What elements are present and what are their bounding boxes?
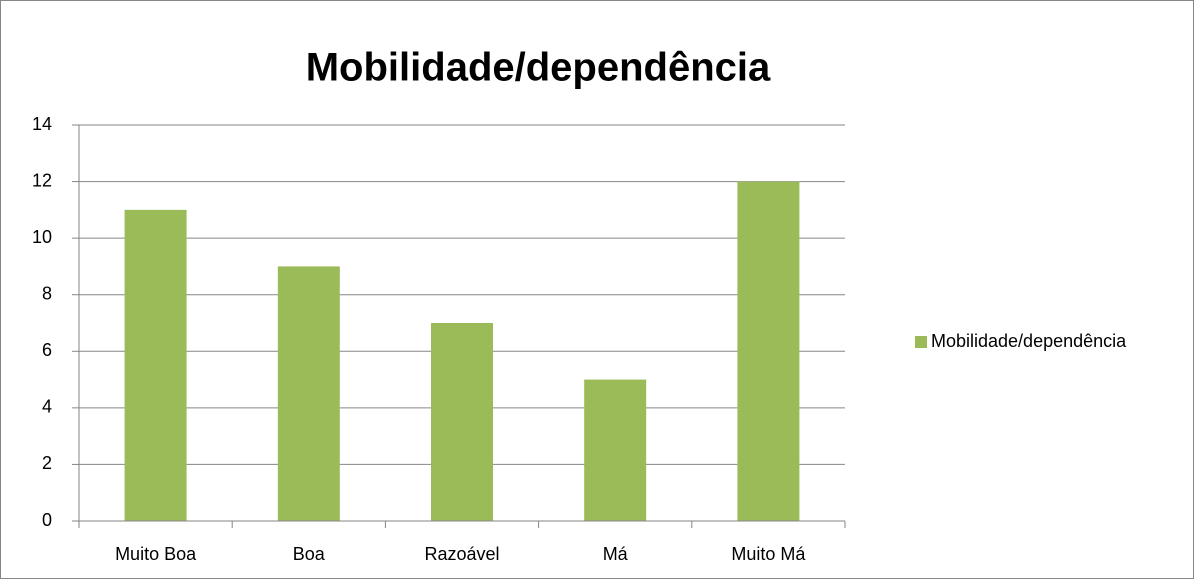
y-tick-label: 10 (32, 227, 52, 247)
x-tick-label: Má (603, 544, 629, 564)
y-tick-label: 4 (42, 397, 52, 417)
legend-swatch (915, 336, 927, 348)
y-tick-label: 8 (42, 283, 52, 303)
chart-title: Mobilidade/dependência (306, 46, 771, 90)
x-tick-label: Muito Má (731, 544, 806, 564)
y-tick-label: 2 (42, 453, 52, 473)
y-tick-label: 0 (42, 510, 52, 530)
bar (277, 266, 340, 521)
y-tick-label: 6 (42, 340, 52, 360)
y-tick-label: 14 (32, 114, 52, 134)
bar (584, 379, 647, 521)
legend-label: Mobilidade/dependência (931, 331, 1127, 351)
x-tick-label: Boa (293, 544, 326, 564)
y-tick-label: 12 (32, 170, 52, 190)
bar (124, 209, 187, 521)
bar (431, 323, 493, 521)
x-tick-label: Razoável (424, 544, 499, 564)
x-tick-label: Muito Boa (115, 544, 197, 564)
bar (737, 181, 800, 522)
